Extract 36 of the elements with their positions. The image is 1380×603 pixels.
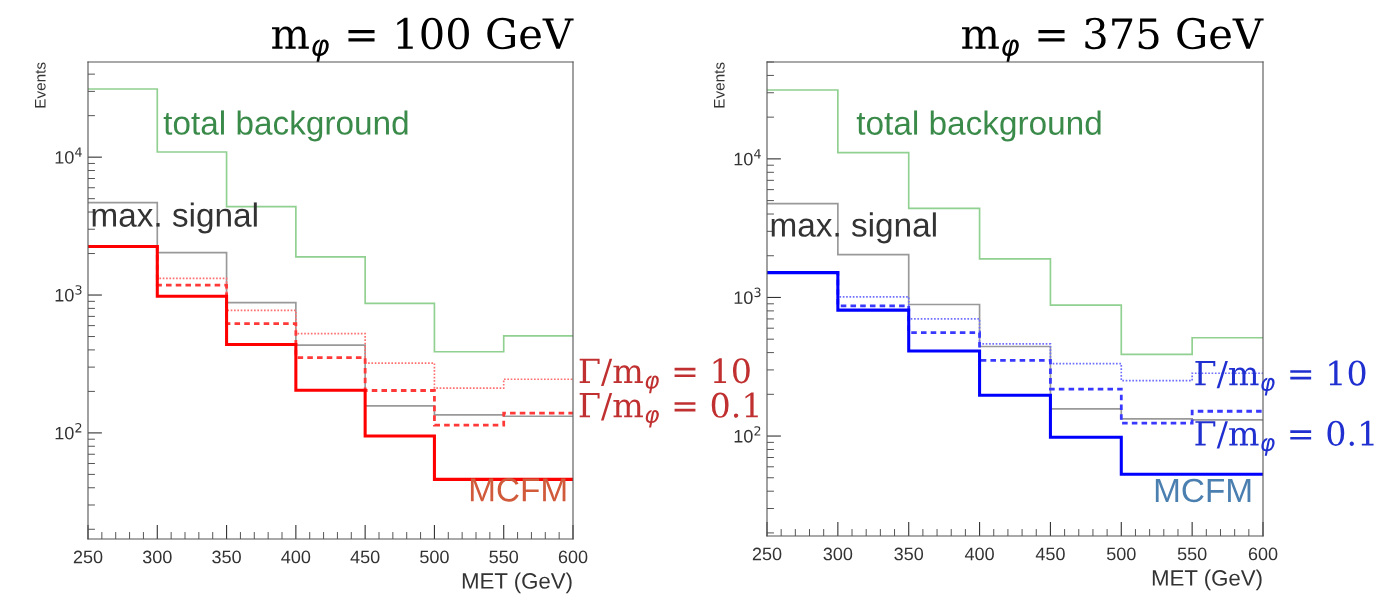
x-tick-label: 550	[1177, 547, 1207, 561]
x-tick-label: 600	[1248, 547, 1278, 561]
series-label: total background	[163, 110, 408, 142]
x-tick-label: 550	[489, 550, 519, 564]
series-label: MCFM	[470, 478, 566, 502]
y-tick-label: 10$^{3}$	[734, 287, 761, 305]
x-tick-label: 300	[142, 550, 172, 564]
x-tick-label: 250	[73, 550, 103, 564]
x-axis-title: MET (GeV)	[1152, 569, 1262, 591]
x-tick-label: 350	[894, 547, 924, 561]
x-tick-label: 450	[350, 550, 380, 564]
y-tick-label: 10$^{2}$	[55, 423, 82, 440]
chart-title: m$_{φ}$ = 375 GeV	[962, 17, 1264, 62]
series-label: Γ/m$_{φ}$ = 10	[1195, 360, 1366, 396]
y-tick-label: 10$^{2}$	[734, 426, 761, 443]
series-label: Γ/m$_{φ}$ = 0.1	[1195, 420, 1374, 456]
series-label: max. signal	[92, 202, 257, 234]
x-tick-label: 500	[420, 550, 449, 564]
y-tick-label: 10$^{3}$	[55, 285, 82, 302]
x-tick-label: 400	[964, 547, 994, 561]
y-tick-label: 10$^{4}$	[55, 147, 82, 164]
x-tick-label: 300	[823, 547, 853, 561]
chart-title: m$_{φ}$ = 100 GeV	[272, 17, 574, 62]
series-label: total background	[856, 110, 1101, 142]
y-axis-title: Events	[35, 62, 46, 108]
x-axis-title: MET (GeV)	[462, 572, 572, 594]
series-label: MCFM	[1155, 478, 1251, 503]
x-tick-label: 250	[752, 547, 782, 561]
x-tick-label: 350	[212, 550, 241, 564]
x-tick-label: 400	[281, 550, 311, 564]
y-tick-label: 10$^{4}$	[734, 149, 761, 166]
y-axis-title: Events	[714, 62, 725, 108]
x-tick-label: 500	[1106, 547, 1136, 561]
x-tick-label: 600	[558, 550, 588, 564]
series-label: max. signal	[771, 212, 936, 244]
x-tick-label: 450	[1035, 547, 1065, 561]
